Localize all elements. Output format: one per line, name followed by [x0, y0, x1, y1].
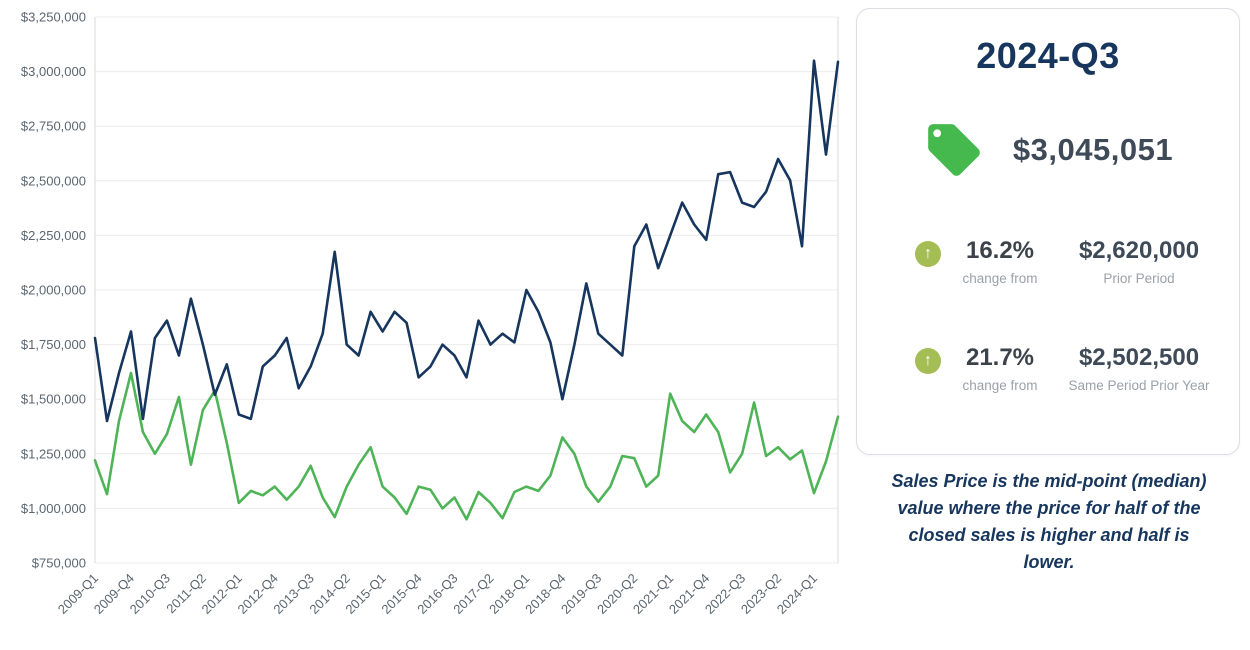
percent-caption: change from — [962, 378, 1038, 394]
period-title: 2024-Q3 — [976, 35, 1120, 76]
percent-change: 21.7% — [965, 344, 1035, 372]
arrow-up-circle-icon: ↑ — [915, 241, 941, 267]
sales-price-note: Sales Price is the mid-point (median) va… — [891, 471, 1207, 572]
current-price-row: $3,045,051 — [877, 119, 1219, 181]
sales-price-chart: $750,000 $1,000,000 $1,250,000 $1,500,000 $1… — [21, 10, 840, 617]
stat-row-prior-year: ↑ 21.7% change from $2,502,500 Same Peri… — [877, 344, 1219, 395]
chart-canvas: $750,000 $1,000,000 $1,250,000 $1,500,000 $1… — [21, 10, 840, 617]
svg-text:$2,500,000: $2,500,000 — [21, 173, 86, 188]
svg-text:$2,250,000: $2,250,000 — [21, 228, 86, 243]
price-tag-icon — [923, 119, 985, 181]
percent-column: 21.7% change from — [953, 344, 1047, 395]
svg-text:$3,250,000: $3,250,000 — [21, 10, 86, 25]
svg-text:$2,000,000: $2,000,000 — [21, 283, 86, 298]
svg-text:$3,000,000: $3,000,000 — [21, 64, 86, 79]
comparison-value: $2,502,500 — [1078, 344, 1200, 372]
comparison-label: Prior Period — [1103, 271, 1175, 286]
svg-text:2010-Q3: 2010-Q3 — [127, 571, 173, 617]
percent-caption: change from — [962, 271, 1038, 286]
svg-text:$1,750,000: $1,750,000 — [21, 337, 86, 352]
svg-text:$1,500,000: $1,500,000 — [21, 392, 86, 407]
value-column: $2,620,000 Prior Period — [1059, 237, 1219, 288]
comparison-label: Same Period Prior Year — [1068, 378, 1210, 394]
svg-text:$750,000: $750,000 — [32, 556, 86, 571]
svg-text:$1,000,000: $1,000,000 — [21, 501, 86, 516]
svg-text:$1,250,000: $1,250,000 — [21, 446, 86, 461]
stat-row-prior-period: ↑ 16.2% change from $2,620,000 Prior Per… — [877, 237, 1219, 288]
percent-column: 16.2% change from — [953, 237, 1047, 288]
svg-text:2024-Q1: 2024-Q1 — [774, 571, 820, 617]
comparison-value: $2,620,000 — [1078, 237, 1200, 264]
arrow-up-circle-icon: ↑ — [915, 348, 941, 375]
svg-text:$2,750,000: $2,750,000 — [21, 119, 86, 134]
value-column: $2,502,500 Same Period Prior Year — [1059, 344, 1219, 395]
current-price-value: $3,045,051 — [1012, 132, 1174, 167]
summary-card: 2024-Q3 $3,045,051 ↑ 16.2% change from $… — [856, 8, 1240, 455]
percent-change: 16.2% — [965, 237, 1035, 264]
